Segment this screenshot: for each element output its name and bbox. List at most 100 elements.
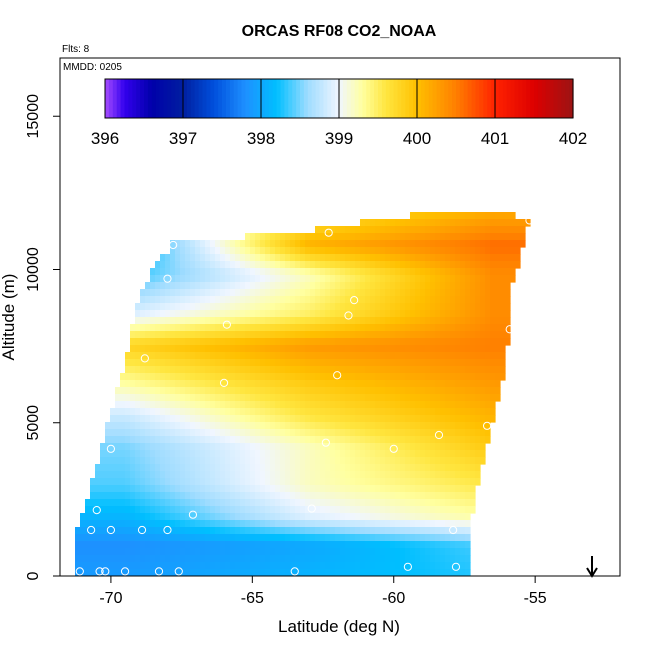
field-cell xyxy=(280,352,286,360)
field-cell xyxy=(130,527,136,535)
field-cell xyxy=(135,352,141,360)
field-cell xyxy=(325,317,331,325)
field-cell xyxy=(355,394,361,402)
field-cell xyxy=(355,240,361,248)
field-cell xyxy=(435,499,441,507)
field-cell xyxy=(480,212,486,220)
field-cell xyxy=(255,303,261,311)
field-cell xyxy=(125,534,131,542)
field-cell xyxy=(240,485,246,493)
field-cell xyxy=(165,289,171,297)
field-cell xyxy=(375,471,381,479)
field-cell xyxy=(360,366,366,374)
field-cell xyxy=(150,352,156,360)
field-cell xyxy=(235,471,241,479)
field-cell xyxy=(410,534,416,542)
field-cell xyxy=(225,492,231,500)
field-cell xyxy=(120,373,126,381)
colorbar-segment xyxy=(159,79,165,118)
field-cell xyxy=(455,562,461,570)
field-cell xyxy=(435,226,441,234)
field-cell xyxy=(440,555,446,563)
field-cell xyxy=(345,394,351,402)
field-cell xyxy=(265,352,271,360)
field-cell xyxy=(355,513,361,521)
field-cell xyxy=(250,247,256,255)
field-cell xyxy=(425,233,431,241)
field-cell xyxy=(345,226,351,234)
field-cell xyxy=(330,373,336,381)
field-cell xyxy=(370,520,376,528)
field-cell xyxy=(175,569,181,576)
field-cell xyxy=(295,387,301,395)
field-cell xyxy=(310,534,316,542)
field-cell xyxy=(320,408,326,416)
field-cell xyxy=(300,303,306,311)
colorbar-tick-label: 399 xyxy=(325,129,353,148)
field-cell xyxy=(230,303,236,311)
field-cell xyxy=(175,331,181,339)
field-cell xyxy=(350,233,356,241)
field-cell xyxy=(125,408,131,416)
field-cell xyxy=(110,569,116,576)
field-cell xyxy=(490,303,496,311)
field-cell xyxy=(280,401,286,409)
field-cell xyxy=(485,436,491,444)
field-cell xyxy=(455,471,461,479)
field-cell xyxy=(410,296,416,304)
field-cell xyxy=(360,513,366,521)
field-cell xyxy=(405,520,411,528)
field-cell xyxy=(245,485,251,493)
field-cell xyxy=(285,233,291,241)
field-cell xyxy=(265,247,271,255)
field-cell xyxy=(135,408,141,416)
field-cell xyxy=(330,422,336,430)
field-cell xyxy=(175,359,181,367)
field-cell xyxy=(120,415,126,423)
field-cell xyxy=(370,569,376,576)
field-cell xyxy=(320,240,326,248)
observation-point xyxy=(403,562,412,571)
field-cell xyxy=(195,261,201,269)
field-cell xyxy=(295,317,301,325)
field-cell xyxy=(195,338,201,346)
field-cell xyxy=(315,380,321,388)
field-cell xyxy=(125,436,131,444)
field-cell xyxy=(390,261,396,269)
field-cell xyxy=(200,513,206,521)
field-cell xyxy=(240,443,246,451)
field-cell xyxy=(135,520,141,528)
field-cell xyxy=(220,345,226,353)
field-cell xyxy=(260,436,266,444)
field-cell xyxy=(415,457,421,465)
field-cell xyxy=(440,450,446,458)
colorbar-segment xyxy=(206,79,211,118)
field-cell xyxy=(290,380,296,388)
field-cell xyxy=(370,240,376,248)
field-cell xyxy=(115,555,121,563)
field-cell xyxy=(395,499,401,507)
field-cell xyxy=(375,366,381,374)
field-cell xyxy=(430,527,436,535)
field-cell xyxy=(350,366,356,374)
field-cell xyxy=(250,373,256,381)
field-cell xyxy=(255,527,261,535)
field-cell xyxy=(160,527,166,535)
field-cell xyxy=(215,338,221,346)
field-cell xyxy=(410,226,416,234)
field-cell xyxy=(240,254,246,262)
field-cell xyxy=(225,268,231,276)
field-cell xyxy=(415,394,421,402)
field-cell xyxy=(245,415,251,423)
field-cell xyxy=(205,464,211,472)
field-cell xyxy=(260,296,266,304)
field-cell xyxy=(335,331,341,339)
field-cell xyxy=(335,429,341,437)
field-cell xyxy=(185,331,191,339)
field-cell xyxy=(170,380,176,388)
field-cell xyxy=(400,387,406,395)
field-cell xyxy=(235,275,241,283)
field-cell xyxy=(250,569,256,576)
field-cell xyxy=(300,436,306,444)
field-cell xyxy=(430,380,436,388)
